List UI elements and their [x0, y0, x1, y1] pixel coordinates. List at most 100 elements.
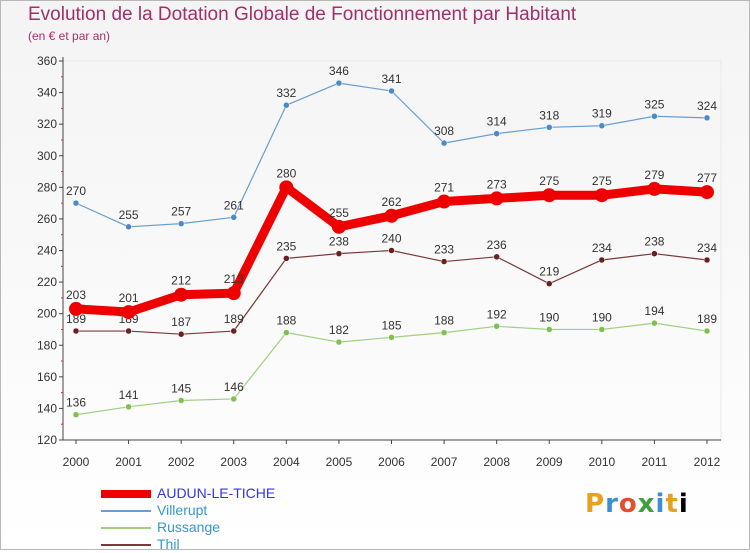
data-point [703, 256, 711, 264]
data-point [440, 329, 448, 336]
data-point [283, 101, 290, 109]
data-label: 238 [329, 235, 349, 249]
data-point [125, 223, 132, 231]
data-label: 187 [171, 315, 191, 329]
data-point [72, 411, 80, 418]
data-label: 145 [171, 382, 191, 396]
data-label: 203 [66, 288, 86, 302]
data-label: 194 [644, 304, 664, 318]
data-point [72, 199, 80, 207]
data-point [226, 286, 241, 301]
data-point [121, 305, 136, 320]
y-tick-label: 160 [37, 370, 57, 384]
data-point [651, 319, 658, 327]
data-point [598, 326, 606, 333]
data-label: 234 [592, 241, 612, 255]
legend-swatch [101, 543, 151, 546]
data-point [335, 250, 343, 257]
data-label: 141 [119, 388, 139, 402]
data-label: 277 [697, 171, 717, 185]
data-point [125, 327, 132, 335]
chart-subtitle: (en € et par an) [28, 29, 111, 43]
data-label: 262 [381, 195, 401, 209]
data-label: 240 [381, 232, 401, 246]
data-point [69, 301, 83, 316]
y-tick-label: 260 [37, 212, 57, 226]
data-point [594, 188, 609, 203]
data-point [177, 397, 185, 404]
data-point [388, 334, 395, 341]
data-label: 192 [487, 307, 507, 321]
data-label: 182 [329, 323, 349, 337]
legend-swatch [101, 509, 151, 512]
data-point [546, 124, 553, 131]
y-tick-label: 200 [37, 307, 57, 321]
x-tick-label: 2012 [694, 455, 721, 469]
data-label: 189 [66, 312, 86, 326]
data-point [489, 191, 504, 206]
y-tick-label: 220 [37, 275, 57, 289]
data-label: 146 [224, 380, 244, 394]
data-label: 136 [66, 396, 86, 410]
data-label: 189 [697, 312, 717, 326]
y-tick-label: 320 [37, 117, 57, 131]
data-label: 188 [434, 314, 454, 328]
y-tick-label: 140 [37, 401, 57, 415]
x-tick-label: 2001 [115, 455, 142, 469]
data-label: 257 [171, 205, 191, 219]
data-point [546, 326, 553, 333]
legend-swatch [101, 526, 151, 529]
x-tick-label: 2003 [220, 455, 247, 469]
data-label: 308 [434, 124, 454, 138]
data-label: 235 [276, 239, 296, 253]
data-label: 190 [539, 310, 559, 324]
y-tick-label: 240 [37, 244, 57, 258]
data-label: 279 [644, 168, 664, 182]
data-point [651, 250, 658, 257]
data-label: 201 [119, 291, 139, 305]
data-label: 185 [381, 318, 401, 332]
legend-swatch [101, 489, 151, 498]
data-point [230, 214, 237, 221]
y-tick-label: 360 [37, 54, 57, 68]
data-point [331, 219, 346, 234]
data-point [647, 181, 662, 196]
data-label: 212 [171, 274, 191, 288]
x-tick-label: 2005 [326, 455, 353, 469]
data-point [279, 180, 294, 195]
x-tick-label: 2002 [168, 455, 195, 469]
x-tick-label: 2006 [378, 455, 405, 469]
data-point [283, 255, 290, 262]
data-label: 270 [66, 184, 86, 198]
x-tick-label: 2004 [273, 455, 300, 469]
data-point [177, 220, 185, 227]
data-label: 233 [434, 243, 454, 257]
data-label: 346 [329, 64, 349, 78]
data-label: 275 [592, 174, 612, 188]
x-tick-label: 2009 [536, 455, 563, 469]
data-point [493, 253, 500, 261]
legend-label: Thil [157, 536, 180, 552]
x-tick-label: 2000 [63, 455, 90, 469]
data-label: 238 [644, 235, 664, 249]
data-label: 273 [487, 177, 507, 191]
data-point [174, 287, 189, 302]
data-label: 314 [487, 115, 507, 129]
data-point [283, 329, 290, 336]
data-point [230, 395, 237, 403]
data-point [72, 327, 80, 335]
data-point [388, 247, 395, 254]
data-point [700, 185, 714, 200]
data-label: 332 [276, 86, 296, 100]
data-label: 271 [434, 181, 454, 195]
data-label: 319 [592, 107, 612, 121]
data-label: 188 [276, 314, 296, 328]
data-point [177, 330, 185, 338]
data-point [651, 113, 658, 120]
data-label: 213 [224, 272, 244, 286]
proxiti-logo: Proxiti [585, 489, 689, 519]
data-label: 234 [697, 241, 717, 255]
data-point [703, 114, 711, 122]
